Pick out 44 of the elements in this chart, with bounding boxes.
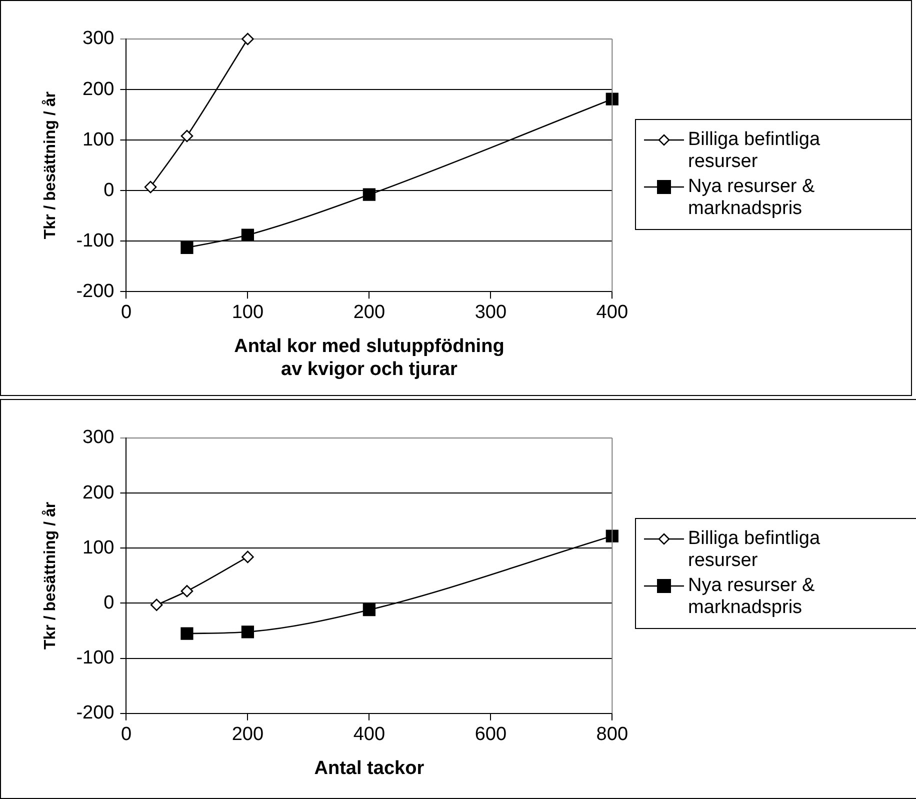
point [241,228,254,242]
point [180,627,194,640]
x-axis-title: Antal kor med slutuppfödning av kvigor och tjurar [234,336,504,380]
y-axis-title: Tkr / besättning / år [41,502,60,650]
point [241,626,254,638]
legend-label: Nya resurser & marknadspris [688,176,816,220]
point [606,92,618,106]
point [242,32,254,46]
y-axis-title: Tkr / besättning / år [41,92,60,240]
y-tick-label: -100 [76,230,114,252]
y-tick-label: 0 [104,180,114,201]
point [180,241,194,254]
x-tick-label: 0 [120,724,132,746]
y-tick-label: -100 [76,648,114,669]
y-tick-label: 0 [104,592,114,614]
point [362,188,376,201]
legend-label: Billiga befintliga resurser [688,528,822,572]
point [242,550,254,564]
x-tick-label: 300 [474,302,507,324]
point [606,530,618,542]
x-axis-title: Antal tackor [314,758,425,779]
y-tick-label: 300 [82,28,114,50]
y-tick-label: -200 [76,280,114,302]
y-tick-label: 100 [82,537,114,558]
point [362,604,376,616]
y-tick-label: -200 [76,702,114,724]
point [180,584,194,598]
x-tick-label: 400 [353,724,386,746]
x-tick-label: 400 [596,302,628,324]
y-tick-label: 100 [82,129,114,150]
y-tick-label: 200 [82,482,114,504]
legend-label: Nya resurser & marknadspris [688,575,816,619]
point [144,180,157,194]
y-tick-label: 300 [82,427,114,448]
x-tick-label: 200 [232,724,264,746]
point [180,130,194,142]
y-tick-label: 200 [82,78,114,100]
x-tick-label: 100 [232,302,264,324]
x-tick-label: 600 [474,724,507,746]
point [150,598,163,612]
x-tick-label: 800 [596,724,628,746]
legend-label: Billiga befintliga resurser [688,129,822,173]
x-tick-label: 0 [120,302,132,324]
x-tick-label: 200 [353,302,386,324]
